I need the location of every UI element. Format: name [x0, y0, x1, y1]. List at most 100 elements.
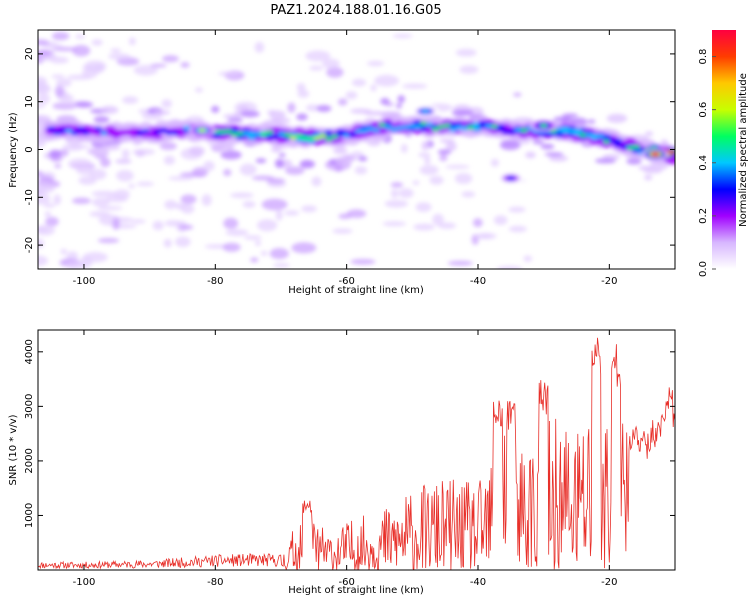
noise-patch	[72, 197, 91, 205]
band-cell	[413, 125, 422, 130]
band-cell	[502, 129, 511, 134]
spectrogram-heat	[38, 31, 675, 269]
snr-y-tick-label: 4000	[24, 339, 35, 364]
band-cell	[112, 131, 121, 136]
spectral-blob	[651, 152, 660, 157]
noise-patch	[287, 102, 296, 113]
colorbar-tick-label: 0.0	[698, 261, 709, 277]
noise-patch	[150, 63, 167, 68]
noise-patch	[38, 193, 51, 205]
noise-patch	[644, 174, 653, 181]
noise-patch	[459, 65, 479, 74]
noise-patch	[51, 74, 65, 79]
noise-patch	[223, 114, 240, 119]
noise-patch	[594, 158, 616, 164]
noise-patch	[424, 156, 431, 165]
band-cell	[301, 135, 310, 141]
noise-patch	[97, 206, 123, 211]
snr-y-tick-label: 2000	[24, 448, 35, 473]
noise-patch	[540, 143, 555, 150]
noise-patch	[49, 149, 62, 159]
noise-patch	[38, 39, 50, 46]
band-cell	[147, 131, 156, 137]
snr-x-tick-label: -20	[601, 577, 617, 588]
band-cell	[443, 123, 452, 128]
band-cell	[253, 131, 262, 137]
noise-patch	[225, 229, 249, 237]
noise-patch	[338, 213, 352, 220]
noise-patch	[45, 216, 59, 227]
noise-patch	[445, 164, 470, 169]
noise-patch	[61, 94, 74, 102]
band-cell	[265, 130, 274, 135]
noise-patch	[91, 39, 103, 46]
noise-patch	[472, 218, 483, 228]
noise-patch	[274, 158, 285, 169]
noise-patch	[54, 163, 62, 169]
noise-patch	[181, 203, 195, 214]
noise-patch	[38, 238, 45, 249]
noise-patch	[269, 110, 286, 120]
noise-patch	[380, 97, 390, 105]
noise-patch	[413, 223, 435, 231]
band-cell	[129, 133, 138, 138]
snr-panel: -100 -80 -60 -40 -20 1000 2000 3000 4000 Height…	[8, 329, 676, 596]
snr-x-tick-label: -60	[338, 577, 354, 588]
snr-y-ticks: 1000 2000 3000 4000	[24, 339, 675, 528]
noise-patch	[38, 170, 44, 177]
snr-y-tick-label: 3000	[24, 394, 35, 419]
band-cell	[218, 129, 227, 135]
noise-patch	[243, 235, 262, 240]
spectrogram-y-tick-label: -20	[24, 237, 35, 253]
spectrogram-y-axis-label: Frequency (Hz)	[8, 112, 19, 188]
noise-patch	[250, 257, 259, 263]
band-cell	[555, 127, 564, 132]
noise-patch	[370, 84, 377, 92]
noise-patch	[261, 198, 288, 211]
band-cell	[573, 131, 582, 136]
noise-patch	[213, 141, 233, 151]
noise-patch	[223, 217, 239, 230]
noise-patch	[76, 166, 94, 175]
band-cell	[153, 130, 162, 135]
noise-patch	[60, 248, 68, 255]
noise-patch	[195, 87, 203, 93]
noise-patch	[513, 92, 522, 97]
spectrogram-x-tick-label: -40	[470, 276, 486, 287]
noise-patch	[398, 188, 414, 199]
noise-patch	[309, 65, 324, 71]
noise-patch	[99, 157, 111, 168]
noise-patch	[112, 217, 120, 230]
spectrogram-x-tick-label: -80	[207, 276, 223, 287]
band-cell	[236, 131, 245, 136]
noise-patch	[220, 150, 242, 160]
noise-patch	[475, 232, 497, 240]
noise-patch	[439, 138, 455, 143]
noise-patch	[128, 183, 135, 189]
spectral-blob	[506, 176, 515, 181]
band-cell	[295, 133, 304, 139]
band-cell	[354, 128, 363, 134]
noise-patch	[163, 238, 172, 248]
spectrogram-background	[38, 30, 675, 269]
band-cell	[76, 127, 85, 132]
band-cell	[224, 129, 233, 134]
noise-patch	[238, 105, 249, 112]
band-cell	[289, 135, 298, 140]
noise-patch	[159, 142, 177, 151]
noise-patch	[162, 55, 179, 63]
noise-patch	[91, 197, 110, 207]
noise-patch	[418, 152, 431, 158]
noise-patch	[78, 175, 97, 185]
noise-patch	[296, 83, 306, 92]
noise-patch	[437, 222, 457, 230]
noise-patch	[345, 91, 358, 100]
band-cell	[519, 128, 528, 133]
band-cell	[135, 130, 144, 136]
snr-y-tick-label: 1000	[24, 503, 35, 528]
band-cell	[632, 144, 641, 150]
noise-patch	[412, 180, 420, 185]
band-cell	[614, 138, 623, 143]
band-cell	[478, 121, 487, 126]
snr-y-axis-label: SNR (10 * v/v)	[8, 414, 19, 485]
